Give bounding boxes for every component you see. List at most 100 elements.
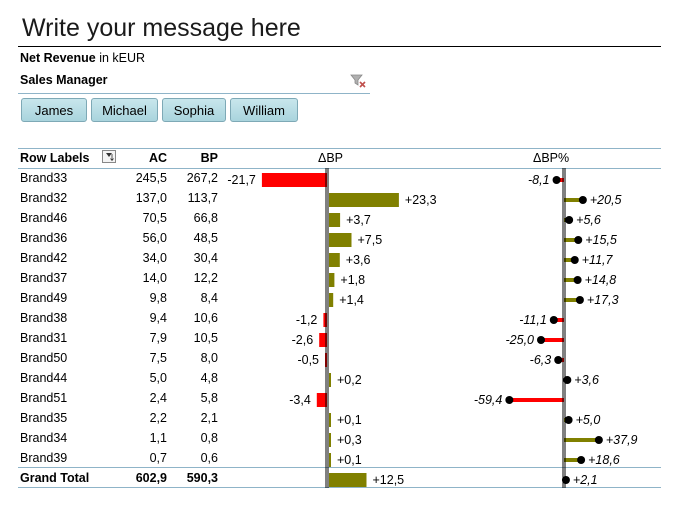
delta-pct-label: +5,6 xyxy=(576,213,601,227)
delta-pct-label: +20,5 xyxy=(590,193,622,207)
delta-pct-dot xyxy=(537,336,545,344)
bp-value: 12,2 xyxy=(193,271,218,285)
row-label: Brand44 xyxy=(20,371,68,385)
delta-pct-dot xyxy=(577,456,586,464)
table-top-rule xyxy=(18,148,661,149)
page-title: Write your message here xyxy=(22,14,301,42)
delta-pct-dot xyxy=(575,296,584,304)
delta-header: ΔBP xyxy=(318,151,344,165)
ac-value: 9,4 xyxy=(149,311,167,325)
delta-label: +0,2 xyxy=(337,373,362,387)
delta-pct-dot xyxy=(552,176,561,184)
delta-label: +3,6 xyxy=(346,253,371,267)
delta-label: +3,7 xyxy=(346,213,371,227)
ac-value: 14,0 xyxy=(142,271,167,285)
delta-label: -1,2 xyxy=(296,313,318,327)
delta-bar xyxy=(329,453,331,467)
delta-bar xyxy=(329,193,399,207)
row-label: Brand31 xyxy=(20,331,68,345)
clear-filter-icon[interactable] xyxy=(350,73,366,89)
delta-bar xyxy=(329,253,340,267)
delta-pct-dot xyxy=(561,476,570,484)
ac-header: AC xyxy=(148,151,167,165)
row-label: Brand50 xyxy=(20,351,68,365)
bp-value: 267,2 xyxy=(186,171,218,185)
measure-label: Net Revenue xyxy=(20,51,96,65)
slicer-item-william[interactable]: William xyxy=(230,98,298,122)
delta-pct-label: -25,0 xyxy=(506,333,535,347)
row-label: Brand37 xyxy=(20,271,68,285)
delta-label: +0,1 xyxy=(337,413,362,427)
row-label: Brand42 xyxy=(20,251,68,265)
slicer-header: Sales Manager xyxy=(20,73,108,87)
delta-bar xyxy=(329,373,331,387)
delta-pct-dot xyxy=(578,196,587,204)
delta-pct-dot xyxy=(594,436,603,444)
delta-bar xyxy=(323,313,327,327)
delta-pct-label: -11,1 xyxy=(519,313,547,327)
row-label: Brand33 xyxy=(20,171,68,185)
delta-label: +0,1 xyxy=(337,453,362,467)
total-label: Grand Total xyxy=(20,471,90,485)
table-header-rule xyxy=(18,168,661,169)
bp-value: 10,6 xyxy=(193,311,218,325)
delta-pct-dot xyxy=(505,396,514,404)
slicer-item-james[interactable]: James xyxy=(21,98,87,122)
ac-value: 9,8 xyxy=(149,291,167,305)
delta-pct-label: +15,5 xyxy=(585,233,617,247)
delta-label: +7,5 xyxy=(358,233,383,247)
delta-pct-label: -8,1 xyxy=(528,173,550,187)
delta-label: -3,4 xyxy=(289,393,311,407)
ac-value: 2,2 xyxy=(149,411,167,425)
delta-pct-label: +11,7 xyxy=(582,253,614,267)
table-total-rule xyxy=(18,467,661,468)
delta-bar xyxy=(329,233,352,247)
slicer-divider xyxy=(18,93,370,94)
delta-label: +23,3 xyxy=(405,193,437,207)
delta-bar xyxy=(329,213,341,227)
delta-pct-label: +17,3 xyxy=(587,293,619,307)
sort-icon xyxy=(106,153,114,162)
delta-bar xyxy=(319,333,327,347)
delta-bar xyxy=(329,273,335,287)
delta-pct-dot xyxy=(570,256,579,264)
bp-value: 8,4 xyxy=(200,291,218,305)
bp-value: 10,5 xyxy=(193,331,218,345)
bp-value: 0,6 xyxy=(200,451,218,465)
delta-pct-label: +2,1 xyxy=(573,473,598,487)
slicer-buttons: James Michael Sophia William xyxy=(21,98,298,122)
bp-value: 0,8 xyxy=(200,431,218,445)
delta-bar xyxy=(329,433,331,447)
slicer-item-michael[interactable]: Michael xyxy=(91,98,158,122)
delta-bar xyxy=(329,413,331,427)
row-label: Brand32 xyxy=(20,191,68,205)
slicer-item-sophia[interactable]: Sophia xyxy=(162,98,226,122)
ac-value: 245,5 xyxy=(135,171,167,185)
ac-value: 602,9 xyxy=(135,471,167,485)
sort-filter-button[interactable] xyxy=(102,150,116,163)
title-divider xyxy=(18,46,661,47)
delta-pct-label: +14,8 xyxy=(585,273,617,287)
table-bottom-rule xyxy=(18,487,661,488)
delta-pct-label: -6,3 xyxy=(530,353,552,367)
delta-label: +12,5 xyxy=(373,473,405,487)
row-label: Brand49 xyxy=(20,291,68,305)
delta-pct-label: +18,6 xyxy=(588,453,620,467)
delta-pct-label: +3,6 xyxy=(574,373,599,387)
ac-value: 56,0 xyxy=(142,231,167,245)
row-label: Brand36 xyxy=(20,231,68,245)
delta-label: -2,6 xyxy=(292,333,314,347)
ac-value: 7,5 xyxy=(149,351,167,365)
bp-value: 66,8 xyxy=(193,211,218,225)
bp-value: 30,4 xyxy=(193,251,218,265)
ac-value: 7,9 xyxy=(149,331,167,345)
delta-pct-dot xyxy=(564,416,573,424)
bp-value: 4,8 xyxy=(200,371,218,385)
delta-bar xyxy=(329,293,334,307)
bp-value: 590,3 xyxy=(186,471,218,485)
delta-bar xyxy=(329,473,367,487)
ac-value: 34,0 xyxy=(142,251,167,265)
bp-value: 8,0 xyxy=(200,351,218,365)
ac-value: 5,0 xyxy=(149,371,167,385)
